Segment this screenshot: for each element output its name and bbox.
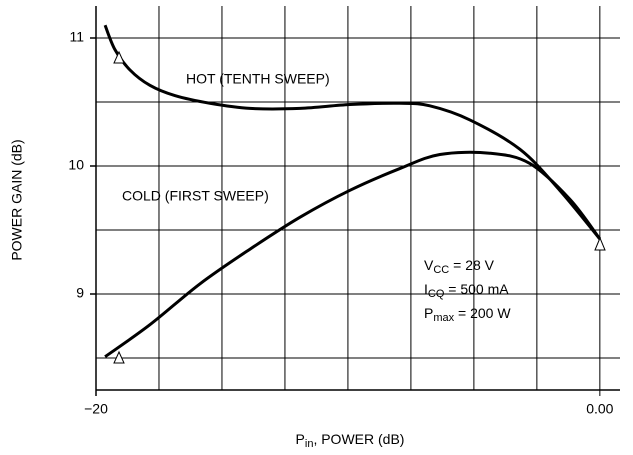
condition-subscript: CQ	[428, 288, 445, 300]
x-tick-label: 0.00	[586, 401, 613, 417]
y-axis-label: POWER GAIN (dB)	[9, 139, 25, 260]
condition-subscript: max	[433, 312, 454, 324]
condition: Pmax = 200 W	[424, 305, 511, 324]
y-tick-label: 11	[69, 29, 84, 45]
condition-value: = 500 mA	[444, 281, 509, 297]
x-axis-label: Pin, POWER (dB)	[296, 431, 405, 450]
marker	[594, 236, 606, 251]
conditions: VCC = 28 V ICQ = 500 mA Pmax = 200 W	[424, 257, 511, 324]
marker	[113, 350, 125, 364]
condition-symbol: V	[424, 257, 434, 273]
y-tick-label: 10	[68, 157, 84, 173]
line-series	[103, 24, 602, 240]
condition: VCC = 28 V	[424, 257, 495, 276]
condition-value: = 28 V	[449, 257, 494, 273]
series-label: COLD (FIRST SWEEP)	[122, 188, 269, 204]
condition-symbol: P	[424, 305, 433, 321]
marker	[113, 50, 125, 64]
condition: ICQ = 500 mA	[424, 281, 509, 300]
condition-value: = 200 W	[454, 305, 511, 321]
x-tick-label: −20	[84, 401, 108, 417]
condition-subscript: CC	[433, 264, 449, 276]
y-tick-label: 9	[76, 285, 84, 301]
condition-symbol: I	[424, 281, 428, 297]
line-series	[104, 150, 602, 358]
series-label: HOT (TENTH SWEEP)	[186, 71, 330, 87]
